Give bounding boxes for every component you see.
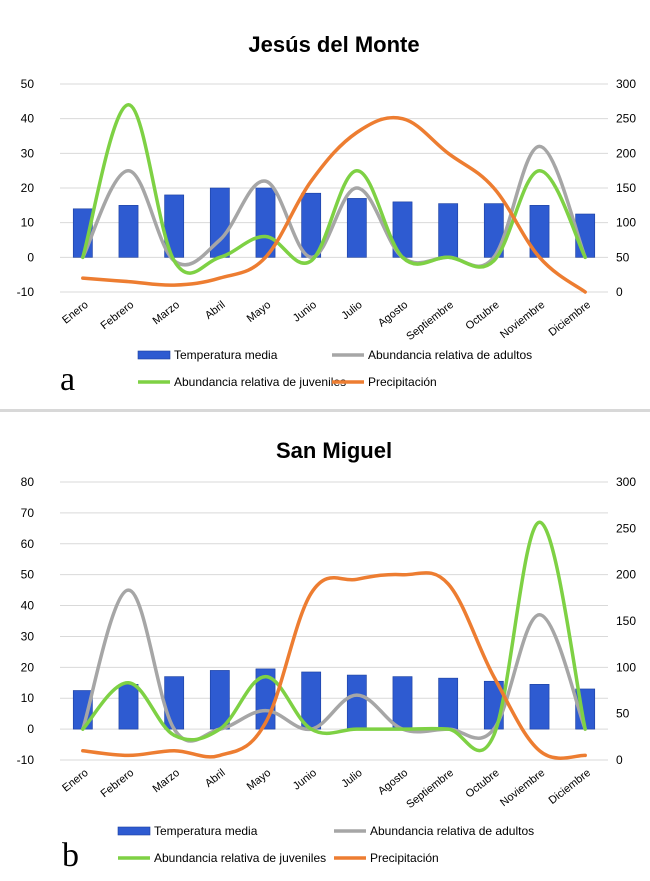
chart-a-panel-letter: a — [60, 361, 75, 398]
chart-a-legend-label-precipitacion: Precipitación — [368, 375, 437, 389]
chart-a-line-precipitacion — [81, 115, 587, 294]
chart-a-legend-swatch-temperatura-media — [137, 350, 171, 360]
chart-b-y-left-tick: -10 — [17, 753, 35, 767]
chart-a-category-label-febrero: Febrero — [99, 299, 137, 332]
chart-b-legend-label-temperatura-media: Temperatura media — [154, 824, 258, 838]
chart-b-legend-swatch-temperatura-media — [117, 826, 151, 836]
chart-b-line-abundancia-relativa-de-adultos — [81, 588, 587, 743]
chart-b-y-left-tick: 40 — [21, 599, 35, 613]
chart-a-y-right-tick: 300 — [616, 77, 636, 91]
chart-b-category-label-julio: Julio — [339, 767, 364, 790]
chart-panel-a: Jesús del Monte -10 0 10 20 30 40 50 0 50 100 150 20… — [0, 0, 650, 410]
chart-a-y-right-tick: 200 — [616, 146, 636, 160]
chart-b-y-left-tick: 30 — [21, 629, 35, 643]
chart-a-y-left-tick: 0 — [27, 250, 34, 264]
chart-b-y-right-tick: 300 — [616, 475, 636, 489]
chart-a-legend-label-abundancia-relativa-de-juveniles: Abundancia relativa de juveniles — [174, 375, 346, 389]
chart-b-title: San Miguel — [276, 438, 392, 463]
chart-a-y-right-tick: 50 — [616, 250, 630, 264]
chart-a-y-left-tick: -10 — [17, 285, 35, 299]
chart-b-category-label-mayo: Mayo — [245, 767, 274, 793]
chart-b-y-left-tick: 70 — [21, 506, 35, 520]
chart-a-category-label-mayo: Mayo — [245, 299, 274, 325]
chart-a-y-right-tick: 150 — [616, 181, 636, 195]
chart-b-category-label-marzo: Marzo — [151, 767, 182, 795]
chart-b-y-right-tick: 0 — [616, 753, 623, 767]
chart-a-category-label-diciembre: Diciembre — [547, 299, 593, 339]
panel-divider — [0, 409, 650, 412]
chart-b-category-label-noviembre: Noviembre — [498, 767, 547, 809]
chart-b-category-label-diciembre: Diciembre — [547, 767, 593, 807]
chart-b-y-right-tick: 50 — [616, 707, 630, 721]
chart-b-y-left-tick: 20 — [21, 660, 35, 674]
chart-b-y-left-tick: 0 — [27, 722, 34, 736]
chart-b-y-right-tick: 250 — [616, 521, 636, 535]
chart-b-legend-label-precipitacion: Precipitación — [370, 851, 439, 865]
chart-b-y-left-tick: 80 — [21, 475, 35, 489]
chart-b-y-right-tick: 150 — [616, 614, 636, 628]
chart-b-y-left-tick: 50 — [21, 568, 35, 582]
chart-b-bar-junio — [301, 671, 322, 730]
chart-panel-b: San Miguel -10 0 10 20 30 40 50 60 70 80 0 50 100 150 2… — [0, 412, 650, 881]
chart-a-svg: Jesús del Monte -10 0 10 20 30 40 50 0 50 100 150 20… — [17, 32, 637, 398]
chart-b-line-precipitacion — [81, 570, 587, 760]
chart-a-y-left-tick: 40 — [21, 112, 35, 126]
chart-b-y-right-tick: 200 — [616, 568, 636, 582]
chart-a-bar-febrero — [118, 205, 139, 258]
chart-a-category-label-julio: Julio — [339, 299, 364, 322]
chart-a-title: Jesús del Monte — [248, 32, 419, 57]
chart-a-line-abundancia-relativa-de-juveniles — [81, 103, 587, 275]
chart-b-category-label-junio: Junio — [291, 767, 319, 793]
chart-a-category-label-septiembre: Septiembre — [404, 299, 456, 343]
chart-b-panel-letter: b — [62, 837, 79, 874]
chart-b-legend-label-abundancia-relativa-de-juveniles: Abundancia relativa de juveniles — [154, 851, 326, 865]
chart-b-bar-febrero — [118, 684, 139, 730]
chart-b-category-label-enero: Enero — [60, 767, 91, 795]
chart-a-category-label-agosto: Agosto — [376, 299, 410, 330]
chart-a-y-left-tick: 20 — [21, 181, 35, 195]
chart-b-bar-septiembre — [438, 677, 459, 730]
chart-a-y-left-tick: 50 — [21, 77, 35, 91]
chart-a-bar-junio — [301, 192, 322, 258]
chart-a-y-right-tick: 250 — [616, 112, 636, 126]
chart-a-category-label-abril: Abril — [203, 299, 228, 322]
chart-b-y-left-tick: 60 — [21, 537, 35, 551]
chart-b-category-label-octubre: Octubre — [463, 767, 501, 801]
chart-b-bar-agosto — [392, 676, 413, 730]
chart-a-category-label-junio: Junio — [291, 299, 319, 325]
chart-a-legend-label-temperatura-media: Temperatura media — [174, 348, 278, 362]
chart-a-y-left-tick: 30 — [21, 146, 35, 160]
chart-b-bar-marzo — [164, 676, 185, 730]
chart-a-y-right-tick: 100 — [616, 216, 636, 230]
chart-b-bar-noviembre — [529, 684, 550, 730]
chart-b-line-abundancia-relativa-de-juveniles — [81, 520, 587, 753]
chart-b-legend-label-abundancia-relativa-de-adultos: Abundancia relativa de adultos — [370, 824, 534, 838]
chart-b-category-label-febrero: Febrero — [99, 767, 137, 800]
chart-a-category-label-octubre: Octubre — [463, 299, 501, 333]
chart-a-y-right-tick: 0 — [616, 285, 623, 299]
chart-a-category-label-noviembre: Noviembre — [498, 299, 547, 341]
chart-b-y-left-tick: 10 — [21, 691, 35, 705]
chart-b-svg: San Miguel -10 0 10 20 30 40 50 60 70 80 0 50 100 150 2… — [17, 438, 637, 874]
chart-a-legend-label-abundancia-relativa-de-adultos: Abundancia relativa de adultos — [368, 348, 532, 362]
chart-b-category-label-septiembre: Septiembre — [404, 767, 456, 811]
chart-a-y-left-tick: 10 — [21, 216, 35, 230]
chart-a-bar-julio — [346, 198, 367, 258]
chart-b-category-label-abril: Abril — [203, 767, 228, 790]
chart-a-category-label-marzo: Marzo — [151, 299, 182, 327]
chart-b-category-label-agosto: Agosto — [376, 767, 410, 798]
chart-b-y-right-tick: 100 — [616, 660, 636, 674]
chart-a-category-label-enero: Enero — [60, 299, 91, 327]
chart-a-bar-septiembre — [438, 203, 459, 258]
chart-b-bar-julio — [346, 674, 367, 730]
